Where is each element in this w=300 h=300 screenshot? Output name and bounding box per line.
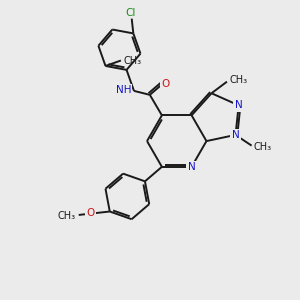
Text: N: N (188, 162, 196, 172)
Text: NH: NH (116, 85, 131, 95)
Text: Cl: Cl (125, 8, 135, 18)
Text: O: O (162, 79, 170, 88)
Text: CH₃: CH₃ (57, 211, 75, 220)
Text: N: N (232, 130, 239, 140)
Text: N: N (235, 100, 242, 110)
Text: O: O (86, 208, 95, 218)
Text: CH₃: CH₃ (254, 142, 272, 152)
Text: CH₃: CH₃ (124, 56, 142, 65)
Text: CH₃: CH₃ (229, 75, 248, 85)
